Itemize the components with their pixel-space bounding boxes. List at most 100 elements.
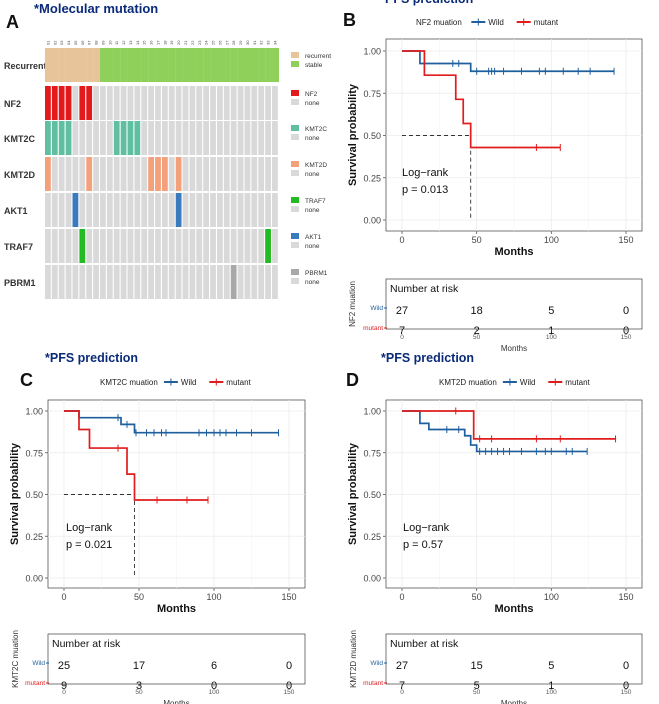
heatmap-cell xyxy=(106,193,113,227)
legend-title: NF2 muation xyxy=(416,18,462,27)
sample-id: 24 xyxy=(204,40,209,45)
heatmap-cell xyxy=(223,86,230,120)
risk-count: 0 xyxy=(286,660,292,672)
heatmap-cell xyxy=(217,86,223,120)
legend-series-label: mutant xyxy=(534,18,559,27)
sample-id: 25 xyxy=(211,40,216,45)
heatmap-cell xyxy=(168,48,176,82)
sample-id: 01 xyxy=(45,40,50,45)
heatmap-cell xyxy=(196,121,203,155)
sample-id: 06 xyxy=(80,40,85,45)
heatmap-cell xyxy=(51,48,59,82)
heatmap-cell xyxy=(237,86,244,120)
heatmap-cell xyxy=(210,121,216,155)
y-tick-label: 0.75 xyxy=(363,448,381,458)
heatmap-cell xyxy=(93,121,99,155)
logrank-label: Log−rank xyxy=(403,522,450,534)
heatmap-cell xyxy=(141,229,148,263)
risk-row-label: mutant xyxy=(25,680,45,687)
sample-id: 20 xyxy=(176,40,181,45)
sample-id: 12 xyxy=(121,40,126,45)
heatmap-cell xyxy=(161,86,168,120)
heatmap-cell xyxy=(45,265,51,299)
sample-id: 28 xyxy=(231,40,236,45)
sample-id: 16 xyxy=(149,40,154,45)
x-axis-label: Months xyxy=(494,603,533,615)
heatmap-cell xyxy=(79,229,86,263)
heatmap-cell xyxy=(120,86,127,120)
heatmap-cell xyxy=(141,86,148,120)
heatmap-cell xyxy=(141,121,148,155)
sample-id: 05 xyxy=(73,40,78,45)
heatmap-cell xyxy=(251,229,258,263)
heatmap-cell xyxy=(203,193,210,227)
heatmap-cell xyxy=(65,121,72,155)
heatmap-cell xyxy=(106,86,113,120)
heatmap-cell xyxy=(168,157,175,191)
p-value-label: p = 0.021 xyxy=(66,539,112,551)
risk-row-label: Wild xyxy=(32,660,45,667)
risk-table-title: Number at risk xyxy=(52,638,121,650)
heatmap-cell xyxy=(217,193,223,227)
legend-series-label: Wild xyxy=(181,378,197,387)
sample-id: 02 xyxy=(52,40,57,45)
risk-x-tick-label: 150 xyxy=(621,334,632,341)
sample-id: 22 xyxy=(190,40,195,45)
heatmap-cell xyxy=(120,48,128,82)
risk-x-axis-label: Months xyxy=(501,699,527,704)
heatmap-cell xyxy=(244,193,251,227)
legend-label: none xyxy=(305,100,320,107)
heatmap-cell xyxy=(113,157,120,191)
heatmap-cell xyxy=(189,157,196,191)
heatmap-cell xyxy=(189,193,196,227)
legend-label: PBRM1 xyxy=(305,270,328,277)
heatmap-cell xyxy=(217,157,223,191)
heatmap-cell xyxy=(58,193,65,227)
y-tick-label: 1.00 xyxy=(25,407,43,417)
heatmap-cell xyxy=(251,157,258,191)
sample-id: 13 xyxy=(128,40,133,45)
heatmap-cell xyxy=(217,265,223,299)
heatmap-cell xyxy=(182,229,189,263)
y-tick-label: 1.00 xyxy=(363,407,381,417)
x-tick-label: 0 xyxy=(399,592,404,602)
heatmap-cell xyxy=(237,265,244,299)
heatmap-cell xyxy=(258,193,265,227)
km-curve-wild xyxy=(402,410,588,453)
y-tick-label: 0.00 xyxy=(363,216,381,226)
sample-id: 09 xyxy=(100,40,105,45)
heatmap-cell xyxy=(100,86,106,120)
heatmap-cell xyxy=(148,229,154,263)
heatmap-cell xyxy=(72,157,79,191)
risk-count: 25 xyxy=(58,660,70,672)
heatmap-cell xyxy=(210,265,216,299)
heatmap-cell xyxy=(148,265,154,299)
risk-side-label: NF2 muation xyxy=(348,281,357,327)
heatmap-cell xyxy=(258,229,265,263)
heatmap-cell xyxy=(168,265,175,299)
heatmap-cell xyxy=(237,157,244,191)
risk-x-tick-label: 50 xyxy=(473,334,481,341)
heatmap-cell xyxy=(106,265,113,299)
heatmap-cell xyxy=(93,86,99,120)
legend-swatch xyxy=(291,197,299,203)
legend-swatch xyxy=(291,269,299,275)
heatmap-cell xyxy=(93,157,99,191)
heatmap-cell xyxy=(258,86,265,120)
legend-series-label: Wild xyxy=(520,378,536,387)
heatmap-cell xyxy=(79,86,86,120)
heatmap-cell xyxy=(237,193,244,227)
heatmap-cell xyxy=(79,157,86,191)
heatmap-cell xyxy=(175,121,182,155)
risk-x-tick-label: 0 xyxy=(400,334,404,341)
heatmap-cell xyxy=(175,86,182,120)
heatmap-cell xyxy=(168,121,175,155)
row-label: Recurrent xyxy=(4,61,47,71)
heatmap-cell xyxy=(86,157,93,191)
legend-swatch xyxy=(291,99,299,105)
heatmap-cell xyxy=(86,48,94,82)
y-tick-label: 1.00 xyxy=(363,47,381,57)
sample-id: 04 xyxy=(66,40,71,45)
heatmap-cell xyxy=(175,229,182,263)
heatmap-cell xyxy=(265,121,271,155)
